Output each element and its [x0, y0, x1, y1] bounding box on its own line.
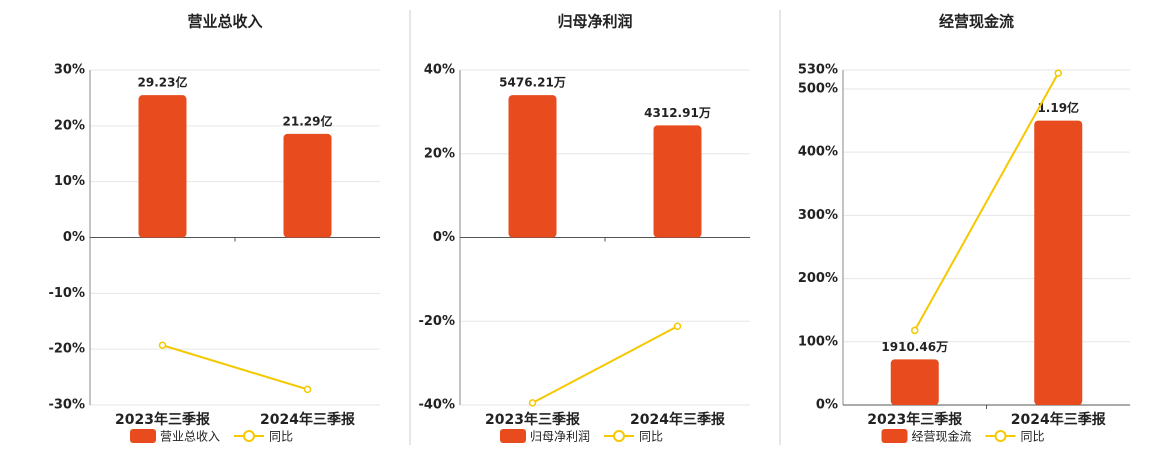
- x-tick-label: 2023年三季报: [485, 411, 580, 428]
- y-tick-label: 300%: [798, 208, 838, 223]
- line: [532, 325, 678, 404]
- bar: [138, 95, 187, 238]
- point: [911, 326, 919, 335]
- value-label: 5476.21万: [499, 76, 566, 90]
- legend-swatch: [500, 429, 526, 443]
- chart-title: 营业总收入: [187, 13, 262, 31]
- value-label: 29.23亿: [138, 75, 188, 90]
- y-tick-label: -40%: [418, 398, 455, 413]
- y-tick-label: 30%: [54, 63, 85, 78]
- x-tick-label: 2023年三季报: [115, 411, 210, 428]
- chart-title: 经营现金流: [939, 13, 1014, 31]
- y-tick-label: -20%: [418, 314, 455, 329]
- legend-marker: [243, 430, 256, 442]
- x-tick-label: 2024年三季报: [630, 411, 725, 428]
- y-tick-label: 0%: [63, 230, 85, 245]
- chart-title: 归母净利润: [557, 13, 632, 31]
- bar: [283, 133, 332, 238]
- legend-label: 同比: [269, 430, 293, 444]
- legend-label: 经营现金流: [912, 429, 972, 444]
- x-tick-label: 2024年三季报: [1011, 411, 1106, 428]
- y-tick-label: 0%: [433, 230, 455, 245]
- value-label: 1910.46万: [881, 340, 948, 354]
- bar: [508, 95, 557, 238]
- point: [528, 399, 537, 407]
- y-tick-label: 500%: [798, 81, 838, 96]
- legend-label: 同比: [1021, 430, 1045, 444]
- value-label: 21.29亿: [283, 113, 333, 128]
- point: [673, 322, 682, 331]
- value-label: 1.19亿: [1037, 100, 1079, 115]
- bar: [890, 359, 939, 405]
- x-tick-label: 2024年三季报: [260, 411, 355, 428]
- legend-swatch: [130, 429, 156, 443]
- point: [1054, 69, 1062, 77]
- y-tick-label: 20%: [424, 146, 455, 161]
- line: [162, 344, 308, 391]
- legend-marker: [994, 430, 1007, 442]
- bar: [1034, 120, 1083, 405]
- legend-label: 归母净利润: [530, 430, 590, 444]
- legend-label: 同比: [639, 430, 663, 444]
- point: [303, 385, 312, 394]
- x-tick-label: 2023年三季报: [867, 411, 962, 428]
- line: [913, 72, 1060, 331]
- bar: [653, 125, 702, 238]
- y-tick-label: 400%: [798, 145, 838, 160]
- y-tick-label: 100%: [798, 334, 838, 349]
- value-label: 4312.91万: [644, 106, 711, 120]
- y-tick-label: -20%: [48, 342, 85, 357]
- point: [158, 341, 167, 350]
- y-tick-label: 200%: [798, 271, 838, 286]
- y-tick-label: 530%: [798, 63, 838, 78]
- legend-swatch: [881, 429, 908, 443]
- legend-marker: [613, 430, 626, 442]
- y-tick-label: -30%: [48, 398, 85, 413]
- y-tick-label: 20%: [54, 118, 85, 133]
- legend-label: 营业总收入: [160, 430, 220, 444]
- y-tick-label: 10%: [54, 174, 85, 189]
- y-tick-label: -10%: [48, 286, 85, 301]
- y-tick-label: 40%: [424, 63, 455, 78]
- y-tick-label: 0%: [816, 398, 838, 413]
